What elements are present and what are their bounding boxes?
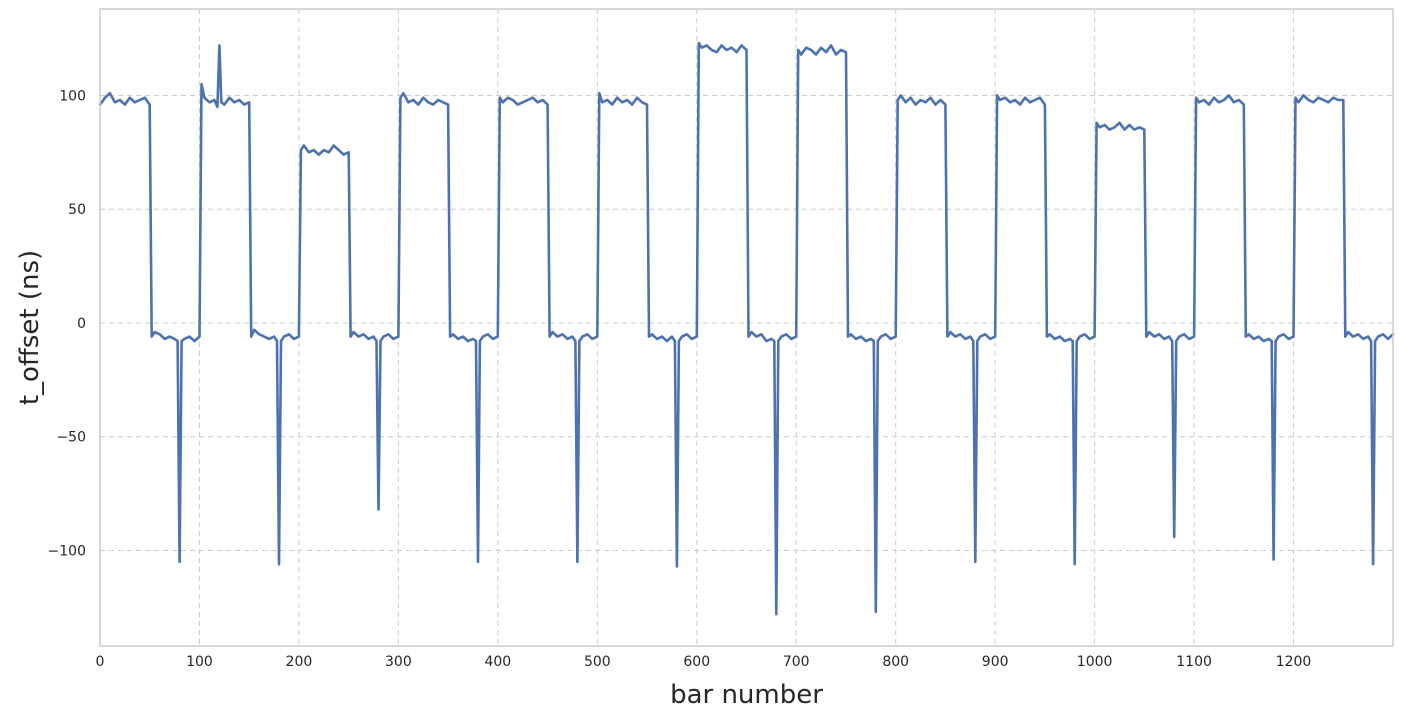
x-axis-ticks: 0 100 200 300 400 500 600 700 800 900 1000 1100 1200	[96, 654, 1312, 670]
plot-frame	[99, 8, 1394, 647]
x-tick-label: 200	[286, 654, 313, 670]
y-tick-label: −100	[48, 543, 86, 559]
x-tick-label: 100	[186, 654, 213, 670]
x-tick-label: 700	[783, 654, 810, 670]
y-tick-label: −50	[56, 430, 86, 446]
x-tick-label: 600	[683, 654, 710, 670]
x-tick-label: 0	[96, 654, 105, 670]
y-axis-label: t_offset (ns)	[15, 250, 45, 405]
series-layer	[98, 41, 1395, 616]
y-axis-ticks: −100 −50 0 50 100	[48, 88, 86, 559]
x-tick-label: 900	[982, 654, 1009, 670]
y-tick-label: 100	[59, 88, 86, 104]
y-tick-label: 50	[68, 202, 86, 218]
x-tick-label: 300	[385, 654, 412, 670]
y-tick-label: 0	[77, 316, 86, 332]
x-tick-label: 800	[882, 654, 909, 670]
x-tick-label: 1100	[1176, 654, 1212, 670]
x-axis-label: bar number	[670, 680, 823, 710]
x-tick-label: 400	[484, 654, 511, 670]
x-tick-label: 500	[584, 654, 611, 670]
x-tick-label: 1200	[1276, 654, 1312, 670]
series-line	[98, 41, 1395, 616]
x-tick-label: 1000	[1077, 654, 1113, 670]
